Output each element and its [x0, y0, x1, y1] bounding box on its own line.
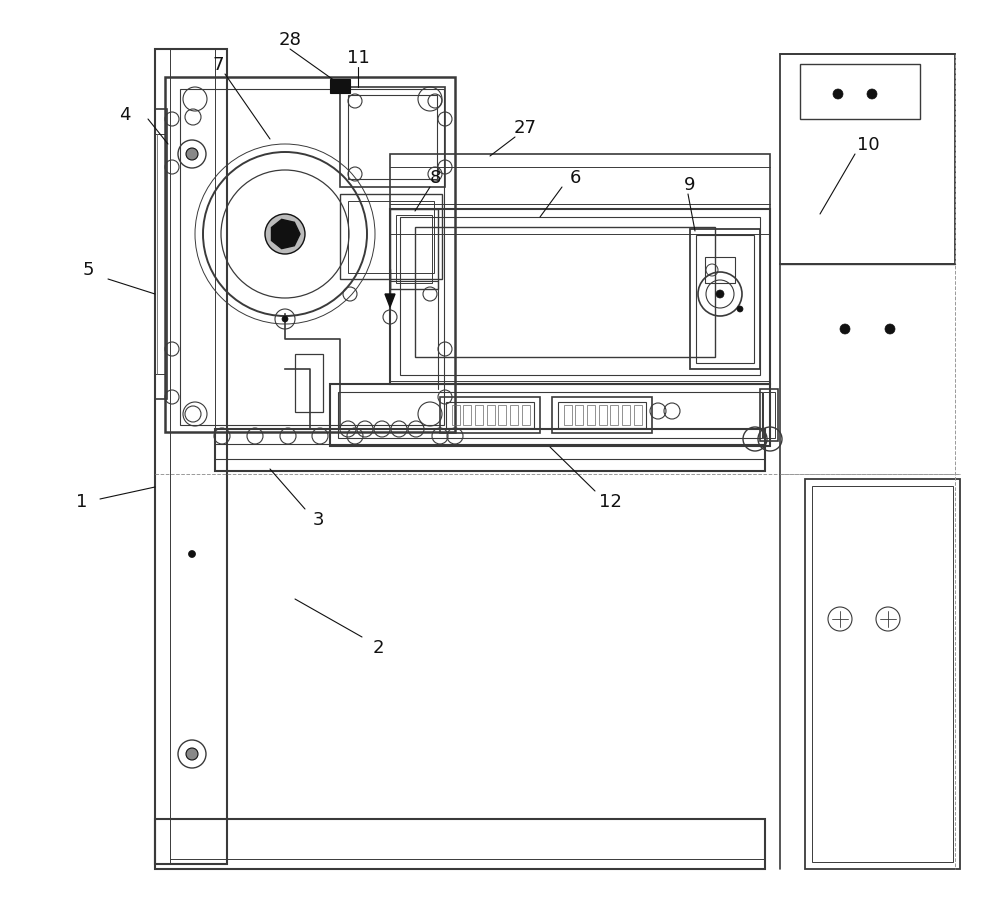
Bar [487, 406, 495, 426]
Bar [696, 235, 754, 364]
Circle shape [186, 149, 198, 161]
Circle shape [189, 551, 196, 557]
Bar [622, 406, 630, 426]
Bar [610, 406, 618, 426]
Bar [396, 216, 432, 284]
Circle shape [885, 325, 895, 335]
Text: 11: 11 [347, 49, 369, 67]
Text: 27: 27 [514, 119, 536, 137]
Bar [165, 78, 455, 433]
Circle shape [186, 748, 198, 760]
Bar [552, 398, 652, 434]
Circle shape [737, 307, 743, 313]
Bar [415, 227, 715, 357]
Bar [599, 406, 607, 426]
Bar [155, 110, 167, 400]
Bar [587, 406, 595, 426]
Bar [564, 406, 572, 426]
Bar [348, 96, 437, 179]
Bar [155, 50, 227, 864]
Text: 5: 5 [82, 261, 94, 279]
Bar [390, 155, 770, 210]
Bar [812, 486, 953, 862]
Bar [180, 90, 444, 426]
Bar [338, 392, 762, 438]
Bar [558, 402, 646, 428]
Bar [760, 390, 778, 441]
Text: 3: 3 [312, 511, 324, 529]
Bar [390, 210, 770, 384]
Text: 8: 8 [429, 169, 441, 187]
Circle shape [833, 90, 843, 100]
Bar [763, 392, 775, 438]
Polygon shape [385, 295, 395, 308]
Text: 1: 1 [76, 492, 88, 511]
Text: 28: 28 [279, 31, 301, 49]
Polygon shape [271, 220, 300, 249]
Circle shape [716, 290, 724, 299]
Bar [705, 258, 735, 284]
Bar [475, 406, 483, 426]
Text: 6: 6 [569, 169, 581, 187]
Bar [295, 354, 323, 412]
Bar [634, 406, 642, 426]
Bar [452, 406, 460, 426]
Bar [575, 406, 583, 426]
Bar [340, 195, 442, 280]
Circle shape [282, 317, 288, 323]
Bar [348, 202, 434, 273]
Bar [690, 230, 760, 370]
Bar [510, 406, 518, 426]
Bar [463, 406, 471, 426]
Bar [446, 402, 534, 428]
Bar [155, 819, 765, 869]
Bar [522, 406, 530, 426]
Bar [400, 217, 760, 375]
Circle shape [867, 90, 877, 100]
Text: 4: 4 [119, 106, 131, 124]
Bar [805, 480, 960, 869]
Bar [498, 406, 506, 426]
Text: 9: 9 [684, 176, 696, 194]
Text: 2: 2 [372, 639, 384, 657]
Text: 10: 10 [857, 136, 879, 154]
Text: 12: 12 [599, 492, 621, 511]
Text: 7: 7 [212, 56, 224, 74]
Bar [215, 429, 765, 472]
Bar [330, 384, 770, 446]
Circle shape [265, 215, 305, 254]
Bar [340, 87, 445, 188]
Circle shape [840, 325, 850, 335]
Bar [390, 210, 438, 290]
Bar [800, 65, 920, 120]
Bar [440, 398, 540, 434]
Bar [330, 80, 350, 94]
Bar [780, 55, 955, 264]
